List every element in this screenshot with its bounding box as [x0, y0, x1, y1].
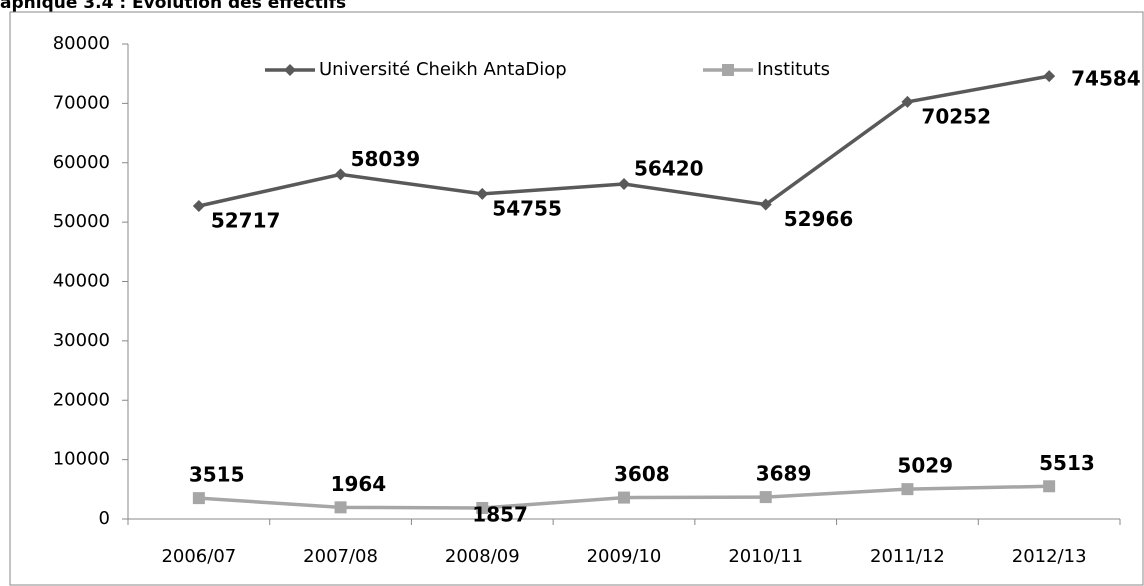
- data-label: 5513: [1039, 451, 1095, 475]
- data-label: 58039: [351, 147, 421, 171]
- data-label: 5029: [897, 454, 953, 478]
- x-tick-label: 2009/10: [587, 546, 662, 567]
- point: [284, 64, 296, 76]
- data-label: 54755: [492, 196, 562, 220]
- data-label: 70252: [921, 104, 991, 128]
- point: [759, 491, 772, 504]
- point: [334, 168, 347, 181]
- data-label: 1857: [472, 502, 528, 526]
- y-tick-label: 0: [99, 508, 110, 529]
- chart-title: aphique 3.4 : Evolution des effectifs: [0, 0, 346, 13]
- data-label: 52966: [784, 207, 854, 231]
- data-label: 3689: [756, 462, 812, 486]
- legend-label: Instituts: [757, 59, 830, 80]
- point: [476, 501, 489, 514]
- point: [722, 64, 734, 76]
- y-tick-label: 40000: [53, 271, 110, 292]
- legend-label: Université Cheikh AntaDiop: [319, 59, 567, 80]
- point: [901, 483, 914, 496]
- x-tick-label: 2007/08: [303, 546, 378, 567]
- point: [759, 198, 772, 211]
- point: [192, 492, 205, 505]
- chart-frame: [9, 11, 1144, 586]
- y-tick-label: 10000: [53, 449, 110, 470]
- data-label: 74584: [1071, 67, 1141, 91]
- y-tick-label: 20000: [53, 389, 110, 410]
- point: [901, 95, 914, 108]
- x-tick-label: 2012/13: [1012, 546, 1087, 567]
- y-tick-label: 50000: [53, 211, 110, 232]
- point: [618, 491, 630, 504]
- x-tick-label: 2010/11: [728, 546, 803, 567]
- x-tick-label: 2011/12: [870, 546, 945, 567]
- x-tick-label: 2008/09: [445, 546, 520, 567]
- data-label: 3608: [614, 462, 670, 486]
- point: [618, 178, 630, 191]
- y-tick-label: 80000: [53, 33, 110, 54]
- data-label: 3515: [189, 463, 245, 487]
- data-label: 52717: [211, 208, 281, 232]
- data-label: 1964: [331, 472, 387, 496]
- x-tick-label: 2006/07: [161, 546, 236, 567]
- point: [192, 199, 205, 212]
- y-tick-label: 60000: [53, 152, 110, 173]
- y-tick-label: 70000: [53, 92, 110, 113]
- point: [476, 187, 489, 200]
- y-tick-label: 30000: [53, 330, 110, 351]
- point: [1043, 70, 1056, 83]
- data-label: 56420: [634, 157, 704, 181]
- point: [1043, 480, 1056, 493]
- point: [334, 501, 347, 514]
